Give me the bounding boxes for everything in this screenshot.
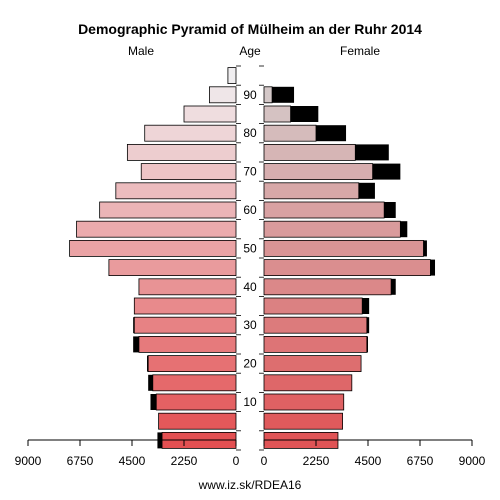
male-bar-19: [227, 67, 237, 84]
male-bar-16: [144, 124, 237, 142]
age-tick-label: 80: [243, 126, 257, 140]
male-bar-4: [147, 355, 237, 373]
male-bar-7: [133, 297, 237, 315]
female-excess-8: [391, 278, 396, 295]
age-tick-label: 10: [243, 395, 257, 409]
male-bar-3: [152, 374, 237, 392]
female-bar-7: [263, 297, 363, 315]
male-bar-8: [138, 278, 237, 296]
female-excess-12: [384, 202, 396, 218]
female-excess-15: [355, 144, 389, 161]
male-bar-10: [69, 239, 237, 257]
female-excess-17: [290, 106, 319, 122]
female-excess-11: [400, 221, 408, 238]
x-axis-male: 0 2250 4500 6750 9000: [15, 439, 240, 468]
age-tick-label: 90: [243, 88, 257, 102]
male-bar-12: [99, 201, 237, 219]
male-excess-5: [133, 336, 139, 353]
female-bar-3: [263, 374, 353, 392]
male-bar-6: [133, 316, 237, 334]
female-bar-5: [263, 335, 368, 353]
female-bar-12: [263, 201, 385, 219]
female-bar-15: [263, 143, 356, 161]
age-tick-label: 20: [243, 357, 257, 371]
female-bars: [263, 86, 436, 449]
female-bar-16: [263, 124, 317, 142]
female-bar-11: [263, 220, 401, 238]
female-bar-14: [263, 163, 374, 181]
female-excess-9: [430, 259, 436, 276]
x-tick-label-female: 9000: [459, 454, 486, 468]
female-bar-13: [263, 182, 360, 200]
female-bar-9: [263, 259, 431, 277]
male-bar-9: [108, 259, 237, 277]
x-tick-label-male: 4500: [119, 454, 146, 468]
female-excess-6: [366, 317, 370, 334]
age-label: Age: [239, 44, 261, 58]
x-tick-label-male: 0: [233, 454, 240, 468]
male-bar-15: [126, 143, 237, 161]
x-tick-label-female: 4500: [355, 454, 382, 468]
male-bar-14: [140, 163, 237, 181]
male-label: Male: [128, 44, 154, 58]
age-tick-label: 30: [243, 318, 257, 332]
male-bar-18: [209, 86, 237, 104]
female-label: Female: [340, 44, 380, 58]
chart-title: Demographic Pyramid of Mülheim an der Ru…: [78, 21, 422, 37]
age-tick-label: 40: [243, 280, 257, 294]
female-bar-1: [263, 412, 343, 430]
female-bar-10: [263, 239, 424, 257]
male-excess-4: [147, 355, 149, 372]
male-bar-5: [138, 335, 237, 353]
male-excess-2: [150, 394, 157, 410]
female-bar-4: [263, 355, 362, 373]
male-bar-2: [155, 393, 237, 411]
age-tick-label: 60: [243, 203, 257, 217]
footer-url: www.iz.sk/RDEA16: [198, 478, 302, 492]
female-bar-17: [263, 105, 291, 123]
female-bar-2: [263, 393, 345, 411]
male-excess-6: [133, 317, 135, 334]
male-bars: [69, 67, 237, 449]
female-bar-6: [263, 316, 368, 334]
male-bar-17: [183, 105, 237, 123]
male-bar-13: [115, 182, 237, 200]
male-bar-11: [76, 220, 237, 238]
x-axis-female: 0 2250 4500 6750 9000: [261, 439, 486, 468]
female-excess-14: [372, 163, 401, 180]
age-tick-label: 50: [243, 241, 257, 255]
age-tick-label: 70: [243, 165, 257, 179]
female-excess-10: [423, 240, 427, 257]
male-excess-3: [148, 374, 153, 391]
female-bar-8: [263, 278, 392, 296]
female-excess-13: [358, 182, 375, 199]
x-tick-label-female: 2250: [303, 454, 330, 468]
female-excess-18: [272, 86, 295, 103]
x-tick-label-female: 6750: [407, 454, 434, 468]
female-excess-16: [316, 125, 347, 142]
female-excess-7: [362, 298, 370, 314]
x-tick-label-male: 9000: [15, 454, 42, 468]
male-bar-1: [158, 412, 237, 430]
female-bar-18: [263, 86, 273, 104]
age-axis: 10 20 30 40 50 60 70 80 90: [236, 65, 264, 451]
x-tick-label-male: 2250: [171, 454, 198, 468]
x-tick-label-female: 0: [261, 454, 268, 468]
female-excess-5: [366, 336, 368, 353]
x-tick-label-male: 6750: [67, 454, 94, 468]
